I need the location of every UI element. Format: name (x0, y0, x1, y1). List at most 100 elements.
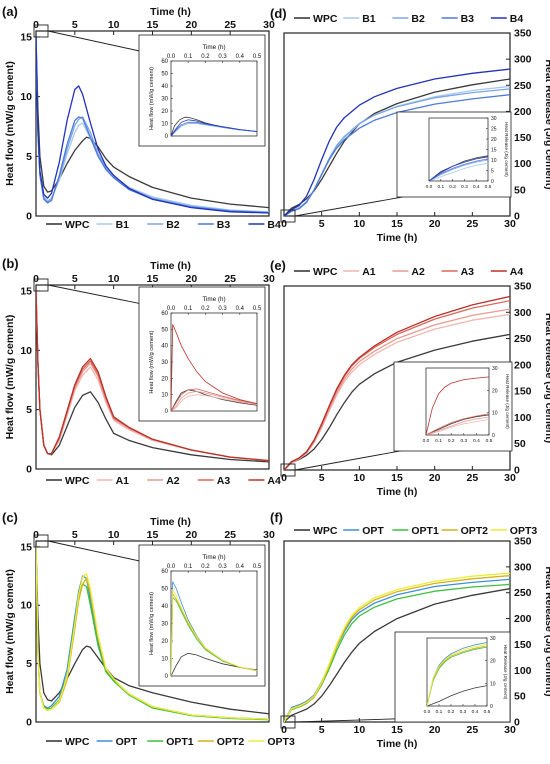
y-tick-label: 0 (514, 211, 520, 223)
y-axis-label: Heat Release (J/g cement) (543, 566, 550, 696)
inset-series-line-a3 (426, 413, 489, 435)
inset: 0.0 0.1 0.2 0.3 0.4 0.5 Time (h) 0 10 20 30 40 50 60 H… (138, 286, 266, 422)
inset-x-axis-label: Time (h) (202, 554, 225, 561)
series-line-opt3 (36, 546, 269, 720)
inset-series-line-b3 (171, 121, 257, 136)
y-tick-label: 15 (20, 31, 32, 43)
inset: 0.0 0.1 0.2 0.3 0.4 0.5 Time (h) 0 10 20 30 40 50 60 H… (138, 544, 266, 687)
x-tick-label: 15 (147, 529, 159, 541)
inset-y-axis-label: Heat flow (mW/g cement) (149, 330, 155, 393)
legend-label-opt: OPT (116, 736, 138, 748)
inset-y-tick-label: 0 (491, 179, 494, 185)
x-axis-label: Time (h) (150, 6, 191, 18)
x-tick-label: 25 (224, 529, 236, 541)
inset-series-line-wpc (427, 685, 487, 706)
inset-series-line-b2 (429, 159, 488, 181)
series-line-wpc (36, 546, 269, 715)
inset-y-tick-label: 0 (165, 409, 169, 415)
panel-2: (b) 0 5 10 15 20 25 30 Time (h) 0 5 10 15 Heat flow (… (2, 256, 281, 487)
y-tick-label: 0 (514, 717, 520, 729)
inset-x-tick-label: 0.3 (218, 306, 227, 312)
inset: 0.0 0.1 0.2 0.3 0.4 0.50 5 10 15 20 25 30 Heat Relea… (396, 111, 512, 198)
inset-y-tick-label: 40 (161, 344, 168, 350)
inset-x-tick-label: 0.4 (236, 564, 245, 570)
inset-x-tick-label: 0.0 (426, 184, 433, 190)
inset-y-tick-label: 60 (161, 311, 168, 317)
panel-label: (e) (270, 258, 286, 273)
inset-y-tick-label: 30 (492, 366, 498, 372)
inset-y-tick-label: 10 (492, 411, 498, 417)
inset-y-tick-label: 20 (161, 639, 168, 645)
inset-x-tick-label: 0.5 (484, 709, 491, 715)
y-axis-label: Heat flow (mW/g cement) (4, 315, 16, 440)
y-tick-label: 300 (514, 54, 532, 66)
legend-label-b1: B1 (116, 219, 130, 231)
legend: WPC A1 A2 A3 A4 (46, 475, 281, 487)
inset-x-tick-label: 0.5 (253, 564, 262, 570)
legend-label-wpc: WPC (313, 525, 338, 537)
inset-x-tick-label: 0.4 (236, 54, 245, 60)
inset-series-line-a3 (171, 388, 257, 411)
series-line-wpc (284, 333, 510, 470)
inset-x-tick-label: 0.2 (201, 306, 210, 312)
inset-x-tick-label: 0.5 (253, 306, 262, 312)
inset-series-line-a2 (426, 416, 489, 435)
panel-label: (d) (270, 6, 287, 21)
inset-x-tick-label: 0.0 (167, 306, 176, 312)
x-tick-label: 30 (504, 218, 516, 230)
x-tick-label: 5 (72, 529, 78, 541)
x-tick-label: 20 (185, 19, 197, 31)
x-tick-label: 10 (108, 273, 120, 285)
inset-x-tick-label: 0.0 (167, 54, 176, 60)
x-tick-label: 30 (504, 724, 516, 736)
y-tick-label: 200 (514, 106, 532, 118)
inset-x-tick-label: 0.1 (184, 306, 193, 312)
legend-label-wpc: WPC (65, 475, 90, 487)
x-tick-label: 20 (185, 529, 197, 541)
x-tick-label: 25 (224, 19, 236, 31)
inset: 0.0 0.1 0.2 0.3 0.4 0.50 10 20 30 Heat Release (J… (393, 361, 513, 452)
inset-series-line-a1 (426, 419, 489, 435)
y-tick-label: 150 (514, 386, 532, 398)
inset-y-tick-label: 0 (490, 704, 493, 710)
x-tick-label: 5 (319, 218, 325, 230)
legend-label-opt1: OPT1 (411, 525, 439, 537)
series-line-b4 (284, 68, 510, 216)
inset-x-tick-label: 0.3 (460, 709, 467, 715)
y-tick-label: 0 (26, 464, 32, 476)
x-tick-label: 15 (391, 472, 403, 484)
y-tick-label: 50 (514, 438, 526, 450)
y-tick-label: 15 (20, 541, 32, 553)
legend-label-a2: A2 (411, 266, 425, 278)
inset-series-line-wpc (426, 414, 489, 435)
x-tick-label: 30 (263, 273, 275, 285)
x-tick-label: 0 (281, 724, 287, 736)
x-axis-label: Time (h) (377, 232, 418, 244)
x-axis-label: Time (h) (150, 516, 191, 528)
x-tick-label: 0 (281, 218, 287, 230)
series-group (36, 36, 269, 214)
series-line-a4 (36, 290, 269, 462)
inset-y-tick-label: 60 (161, 59, 168, 65)
inset-x-tick-label: 0.5 (486, 438, 493, 444)
inset-y-tick-label: 40 (161, 84, 168, 90)
inset-x-tick-label: 0.5 (485, 184, 492, 190)
legend: WPC A1 A2 A3 A4 (294, 266, 523, 278)
inset-x-tick-label: 0.3 (218, 54, 227, 60)
inset-y-tick-label: 30 (491, 116, 497, 122)
inset: 0.0 0.1 0.2 0.3 0.4 0.5 Time (h) 0 10 20 30 40 50 60 H… (138, 34, 266, 147)
legend: WPC B1 B2 B3 B4 (294, 13, 523, 25)
legend: WPC B1 B2 B3 B4 (46, 219, 281, 231)
y-tick-label: 200 (514, 613, 532, 625)
legend-label-b3: B3 (217, 219, 231, 231)
series-group (36, 290, 269, 463)
inset-x-tick-label: 0.2 (448, 709, 455, 715)
legend-label-opt2: OPT2 (217, 736, 245, 748)
inset-series-line-b1 (429, 162, 488, 181)
legend-label-wpc: WPC (313, 13, 338, 25)
series-group (284, 68, 510, 216)
legend-label-a3: A3 (217, 475, 231, 487)
y-axis-label: Heat flow (mW/g cement) (4, 61, 16, 186)
